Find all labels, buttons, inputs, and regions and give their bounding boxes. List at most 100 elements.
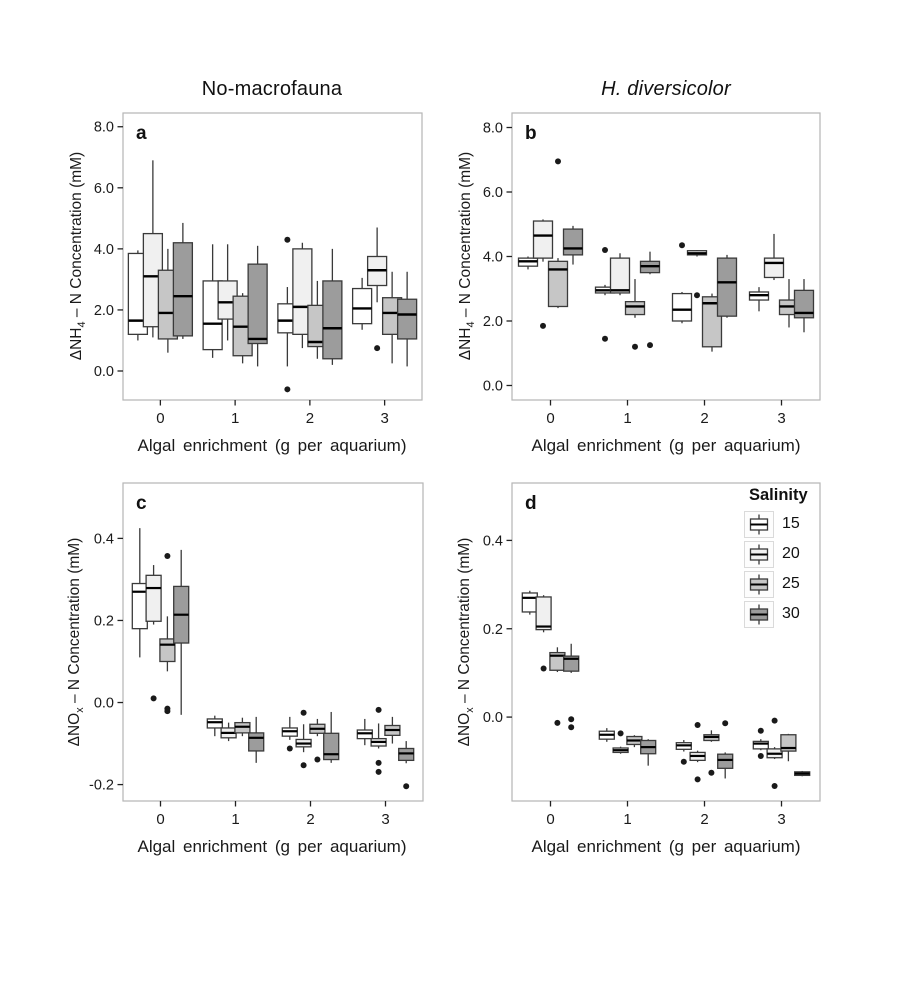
outlier-dot bbox=[284, 386, 291, 393]
series-salinity-30 bbox=[173, 549, 415, 790]
panel-border bbox=[122, 482, 424, 802]
outlier-dot bbox=[375, 768, 382, 775]
box bbox=[716, 257, 738, 317]
outlier-dot bbox=[286, 745, 293, 752]
box bbox=[671, 292, 693, 322]
series-salinity-15 bbox=[127, 236, 373, 393]
box bbox=[624, 300, 646, 316]
legend-label: 15 bbox=[782, 515, 800, 532]
y-tick-label: 0.4 bbox=[483, 533, 503, 549]
series-salinity-30 bbox=[172, 222, 418, 367]
x-tick-label: 3 bbox=[381, 811, 389, 828]
box bbox=[159, 638, 176, 663]
y-tick-label: 0.4 bbox=[94, 531, 114, 547]
outlier-dot bbox=[771, 782, 778, 789]
boxplot-svg-b: 0.0 2.0 4.0 6.0 8.0 0 1 2 3 b bbox=[483, 112, 821, 427]
legend-key-svg bbox=[749, 544, 769, 564]
outlier-dot bbox=[679, 242, 685, 249]
outlier-dot bbox=[375, 759, 382, 766]
outlier-dot bbox=[757, 752, 764, 759]
series-salinity-15 bbox=[521, 590, 769, 765]
y-tick-label: -0.2 bbox=[89, 778, 114, 794]
outlier-dot bbox=[722, 720, 729, 727]
x-axis-label-c: Algal enrichment (g per aquarium) bbox=[137, 837, 407, 856]
series-salinity-25 bbox=[547, 158, 800, 352]
y-tick-label: 0.0 bbox=[483, 710, 503, 726]
box bbox=[793, 289, 815, 319]
outlier-dot bbox=[617, 730, 624, 737]
series-salinity-30 bbox=[562, 225, 815, 349]
x-tick-label: 0 bbox=[156, 811, 164, 828]
box bbox=[532, 220, 554, 259]
x-tick-label: 2 bbox=[700, 811, 708, 828]
boxplot-panel-b: 0.0 2.0 4.0 6.0 8.0 0 1 2 3 b bbox=[452, 98, 836, 465]
boxplot-svg-d: 0.0 0.2 0.4 0 1 2 3 d bbox=[483, 482, 821, 828]
box bbox=[562, 228, 584, 256]
x-tick-label: 0 bbox=[156, 410, 164, 427]
outlier-dot bbox=[300, 709, 307, 716]
outlier-dot bbox=[164, 708, 171, 715]
box bbox=[547, 260, 569, 308]
outlier-dot bbox=[771, 717, 778, 724]
legend-entry-15: 15 bbox=[744, 509, 866, 539]
outlier-dot bbox=[314, 756, 321, 763]
outlier-dot bbox=[540, 665, 547, 672]
outlier-dot bbox=[374, 345, 381, 352]
outlier-dot bbox=[708, 769, 715, 776]
panel-letter: c bbox=[136, 493, 147, 514]
x-tick-label: 3 bbox=[380, 410, 388, 427]
outlier-dot bbox=[632, 343, 638, 350]
legend-key-boxplot-glyph bbox=[744, 540, 774, 568]
legend-label: 25 bbox=[782, 575, 800, 592]
legend-key-boxplot-glyph bbox=[744, 510, 774, 538]
panel-letter: b bbox=[525, 123, 537, 144]
x-tick-label: 3 bbox=[777, 811, 785, 828]
outlier-dot bbox=[555, 158, 561, 165]
legend-key-svg bbox=[749, 574, 769, 594]
box bbox=[323, 732, 340, 761]
series-salinity-25 bbox=[157, 248, 403, 364]
box bbox=[322, 280, 343, 360]
series-salinity-20 bbox=[532, 219, 785, 329]
legend-label: 20 bbox=[782, 545, 800, 562]
boxplot-svg-a: 0.0 2.0 4.0 6.0 8.0 0 1 2 3 a bbox=[94, 112, 423, 427]
legend-entry-25: 25 bbox=[744, 569, 866, 599]
box bbox=[172, 242, 194, 337]
series-salinity-15 bbox=[131, 528, 373, 752]
outlier-dot bbox=[694, 776, 701, 783]
box bbox=[145, 574, 162, 622]
boxplot-svg-c: -0.2 0.0 0.2 0.4 0 1 2 3 c bbox=[89, 482, 424, 828]
y-tick-label: 0.0 bbox=[94, 364, 114, 380]
y-tick-label: 6.0 bbox=[94, 181, 114, 197]
series-salinity-20 bbox=[535, 595, 783, 789]
y-tick-label: 4.0 bbox=[94, 242, 114, 258]
outlier-dot bbox=[568, 716, 575, 723]
box bbox=[701, 296, 723, 348]
outlier-dot bbox=[284, 236, 291, 243]
boxplot-panel-d: 0.0 0.2 0.4 0 1 2 3 d bbox=[452, 468, 836, 866]
x-tick-label: 0 bbox=[546, 811, 554, 828]
y-tick-label: 6.0 bbox=[483, 185, 503, 201]
legend-entry-20: 20 bbox=[744, 539, 866, 569]
legend-title: Salinity bbox=[749, 486, 808, 504]
outlier-dot bbox=[680, 758, 687, 765]
y-tick-label: 0.0 bbox=[483, 378, 503, 394]
x-tick-label: 1 bbox=[623, 811, 631, 828]
y-tick-label: 4.0 bbox=[483, 250, 503, 266]
box bbox=[535, 596, 552, 631]
boxplot-panel-a: 0.0 2.0 4.0 6.0 8.0 0 1 2 3 a bbox=[63, 98, 438, 465]
x-tick-label: 1 bbox=[231, 811, 239, 828]
x-tick-label: 2 bbox=[306, 811, 314, 828]
box bbox=[248, 732, 265, 752]
panel-border bbox=[122, 112, 423, 401]
x-axis-label-b: Algal enrichment (g per aquarium) bbox=[531, 436, 801, 455]
x-tick-label: 3 bbox=[777, 410, 785, 427]
y-tick-label: 0.2 bbox=[94, 613, 114, 629]
legend-key-boxplot-glyph bbox=[744, 570, 774, 598]
x-tick-label: 2 bbox=[306, 410, 314, 427]
box bbox=[206, 718, 223, 729]
y-tick-label: 8.0 bbox=[94, 120, 114, 136]
column-title-h-diversicolor: H. diversicolor bbox=[601, 78, 731, 100]
x-axis-label-d: Algal enrichment (g per aquarium) bbox=[531, 837, 801, 856]
